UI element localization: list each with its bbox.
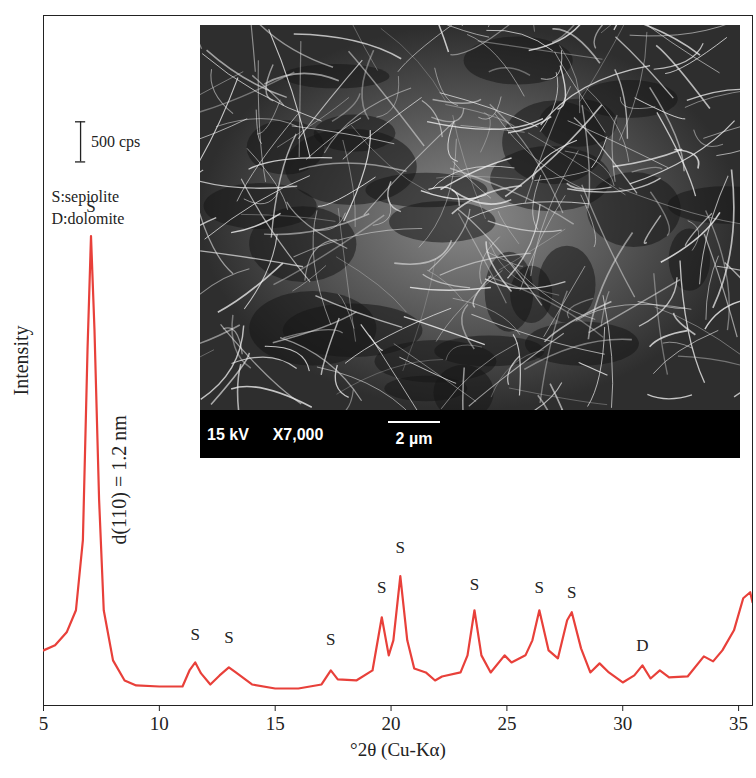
svg-text:d(110) = 1.2 nm: d(110) = 1.2 nm: [108, 415, 131, 545]
svg-text:15: 15: [266, 713, 285, 734]
svg-text:S: S: [377, 578, 386, 597]
svg-text:10: 10: [150, 713, 169, 734]
svg-text:35: 35: [729, 713, 748, 734]
svg-text:°2θ (Cu-Kα): °2θ (Cu-Kα): [350, 739, 446, 761]
svg-text:2 µm: 2 µm: [396, 430, 433, 447]
svg-text:S: S: [396, 538, 405, 557]
svg-text:500 cps: 500 cps: [91, 133, 140, 151]
svg-text:S: S: [224, 628, 233, 647]
svg-text:15 kV: 15 kV: [207, 426, 249, 443]
svg-text:30: 30: [613, 713, 632, 734]
svg-text:S: S: [535, 578, 544, 597]
svg-text:5: 5: [39, 713, 49, 734]
svg-text:S: S: [191, 625, 200, 644]
svg-text:S: S: [326, 630, 335, 649]
svg-text:20: 20: [382, 713, 401, 734]
svg-text:X7,000: X7,000: [273, 426, 324, 443]
svg-text:D:dolomite: D:dolomite: [52, 210, 125, 227]
svg-text:S: S: [567, 583, 576, 602]
svg-text:S:sepiolite: S:sepiolite: [52, 188, 120, 206]
svg-text:S: S: [470, 575, 479, 594]
svg-text:25: 25: [497, 713, 516, 734]
svg-text:D: D: [636, 636, 648, 655]
svg-text:Intensity: Intensity: [10, 326, 33, 396]
